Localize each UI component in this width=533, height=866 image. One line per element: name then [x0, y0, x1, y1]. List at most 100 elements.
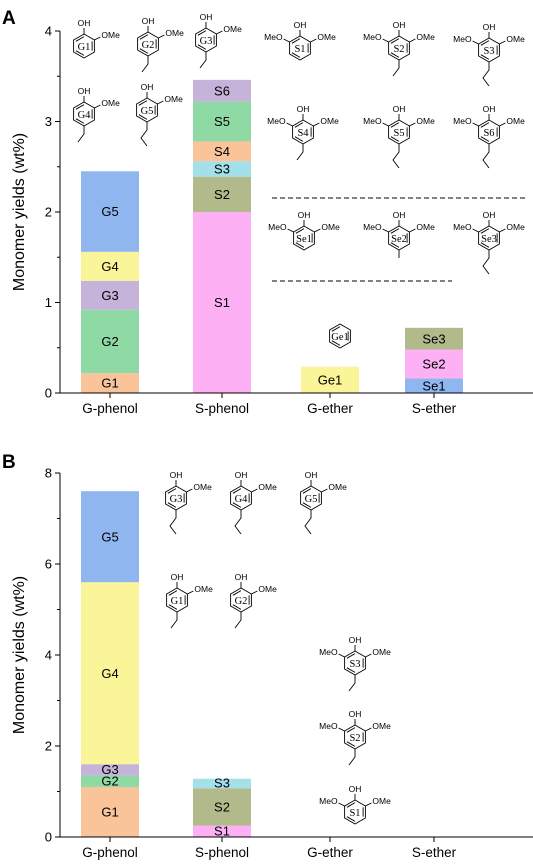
double-bond — [291, 52, 301, 58]
bar-segment-se1 — [405, 378, 463, 393]
double-bond — [197, 44, 207, 50]
double-bond — [346, 816, 356, 822]
structure-g3: G3 OH OMe — [195, 12, 242, 69]
bar-segment-label-s1: S1 — [214, 295, 230, 310]
bar-segment-se2 — [405, 349, 463, 379]
x-tick-label: G-ether — [307, 845, 353, 860]
side-chain — [392, 60, 400, 77]
meo-bond — [382, 228, 389, 233]
double-bond — [480, 136, 490, 142]
y-tick-label: 2 — [45, 205, 52, 220]
ome-label: OMe — [101, 98, 120, 108]
double-bond — [138, 114, 148, 120]
ome-bond — [310, 38, 317, 43]
ome-label: OMe — [223, 24, 242, 34]
ome-label: OMe — [328, 482, 347, 492]
ome-label: OMe — [506, 116, 525, 126]
double-bond — [75, 104, 85, 110]
double-bond — [232, 488, 242, 494]
structure-label: G1 — [171, 596, 184, 607]
oh-label: OH — [483, 104, 496, 114]
panel-letter: B — [2, 452, 16, 473]
oh-label: OH — [78, 86, 91, 96]
side-chain — [141, 56, 149, 73]
double-bond — [346, 741, 356, 747]
side-chain — [169, 510, 177, 535]
ome-bond — [365, 653, 372, 658]
ome-label: OMe — [506, 222, 525, 232]
meo-bond — [382, 122, 389, 127]
bar-segment-s3 — [193, 778, 251, 789]
ome-bond — [187, 590, 194, 595]
bar-segment-label-s1: S1 — [214, 823, 230, 838]
oh-label: OH — [294, 20, 307, 30]
bar-segment-label-s6: S6 — [214, 83, 230, 98]
structure-label: S5 — [393, 128, 404, 139]
oh-label: OH — [349, 709, 362, 719]
benzene-ring — [329, 323, 351, 349]
bar-segment-ge1 — [301, 366, 359, 393]
structure-g5: G5 OH OMe — [136, 82, 183, 147]
meo-bond — [283, 38, 290, 43]
bar-segment-label-ge1: Ge1 — [318, 373, 343, 388]
x-tick-label: G-phenol — [82, 845, 138, 860]
structure-se1: Se1 OH OMe MeO — [268, 210, 340, 251]
ome-bond — [157, 100, 164, 105]
bar-segment-g2 — [81, 775, 139, 787]
bar-segment-g3 — [81, 764, 139, 776]
x-tick-label: S-phenol — [195, 845, 249, 860]
y-tick-label: 4 — [45, 648, 52, 663]
double-bond — [480, 242, 490, 248]
meo-label: MeO — [453, 34, 472, 44]
structure-se3: Se3 OH OMe MeO — [453, 210, 525, 275]
meo-label: MeO — [363, 116, 382, 126]
meo-bond — [472, 228, 479, 233]
side-chain — [170, 612, 178, 629]
bar-segment-s1 — [193, 825, 251, 837]
double-bond — [167, 488, 177, 494]
ome-bond — [321, 488, 328, 493]
double-bond — [390, 122, 400, 128]
x-tick-label: G-phenol — [82, 401, 138, 416]
double-bond — [295, 228, 305, 234]
meo-bond — [382, 38, 389, 43]
meo-label: MeO — [319, 647, 338, 657]
ome-label: OMe — [258, 584, 277, 594]
structure-b-g1: G1 OH OMe — [166, 572, 213, 629]
structure-s5: S5 OH OMe MeO — [363, 104, 435, 169]
ome-bond — [314, 228, 321, 233]
structure-s6: S6 OH OMe MeO — [453, 104, 525, 169]
meo-bond — [472, 122, 479, 127]
structure-label: G5 — [305, 494, 318, 505]
oh-label: OH — [170, 470, 183, 480]
structure-label: G4 — [235, 494, 249, 505]
bar-segment-label-g5: G5 — [101, 204, 118, 219]
ome-label: OMe — [372, 721, 391, 731]
double-bond — [480, 228, 490, 234]
double-bond — [167, 502, 177, 508]
double-bond — [331, 326, 341, 332]
y-tick-label: 0 — [45, 830, 52, 845]
bar-segment-label-s3: S3 — [214, 162, 230, 177]
double-bond — [291, 38, 301, 44]
bar-segment-label-s4: S4 — [214, 144, 230, 159]
oh-label: OH — [298, 210, 311, 220]
double-bond — [294, 122, 304, 128]
bar-segment-label-g4: G4 — [101, 259, 118, 274]
double-bond — [302, 488, 312, 494]
bar-segment-s6 — [193, 79, 251, 102]
double-bond — [75, 36, 85, 42]
x-tick-label: S-phenol — [195, 401, 249, 416]
structure-b-s2: S2 OH OMe MeO — [319, 709, 391, 766]
bar-segment-label-g1: G1 — [101, 376, 118, 391]
bar-segment-g5 — [81, 171, 139, 252]
y-tick-label: 6 — [45, 557, 52, 572]
bar-segment-label-se3: Se3 — [422, 331, 445, 346]
oh-label: OH — [483, 22, 496, 32]
ome-bond — [158, 34, 165, 39]
double-bond — [232, 590, 242, 596]
double-bond — [480, 40, 490, 46]
double-bond — [390, 228, 400, 234]
